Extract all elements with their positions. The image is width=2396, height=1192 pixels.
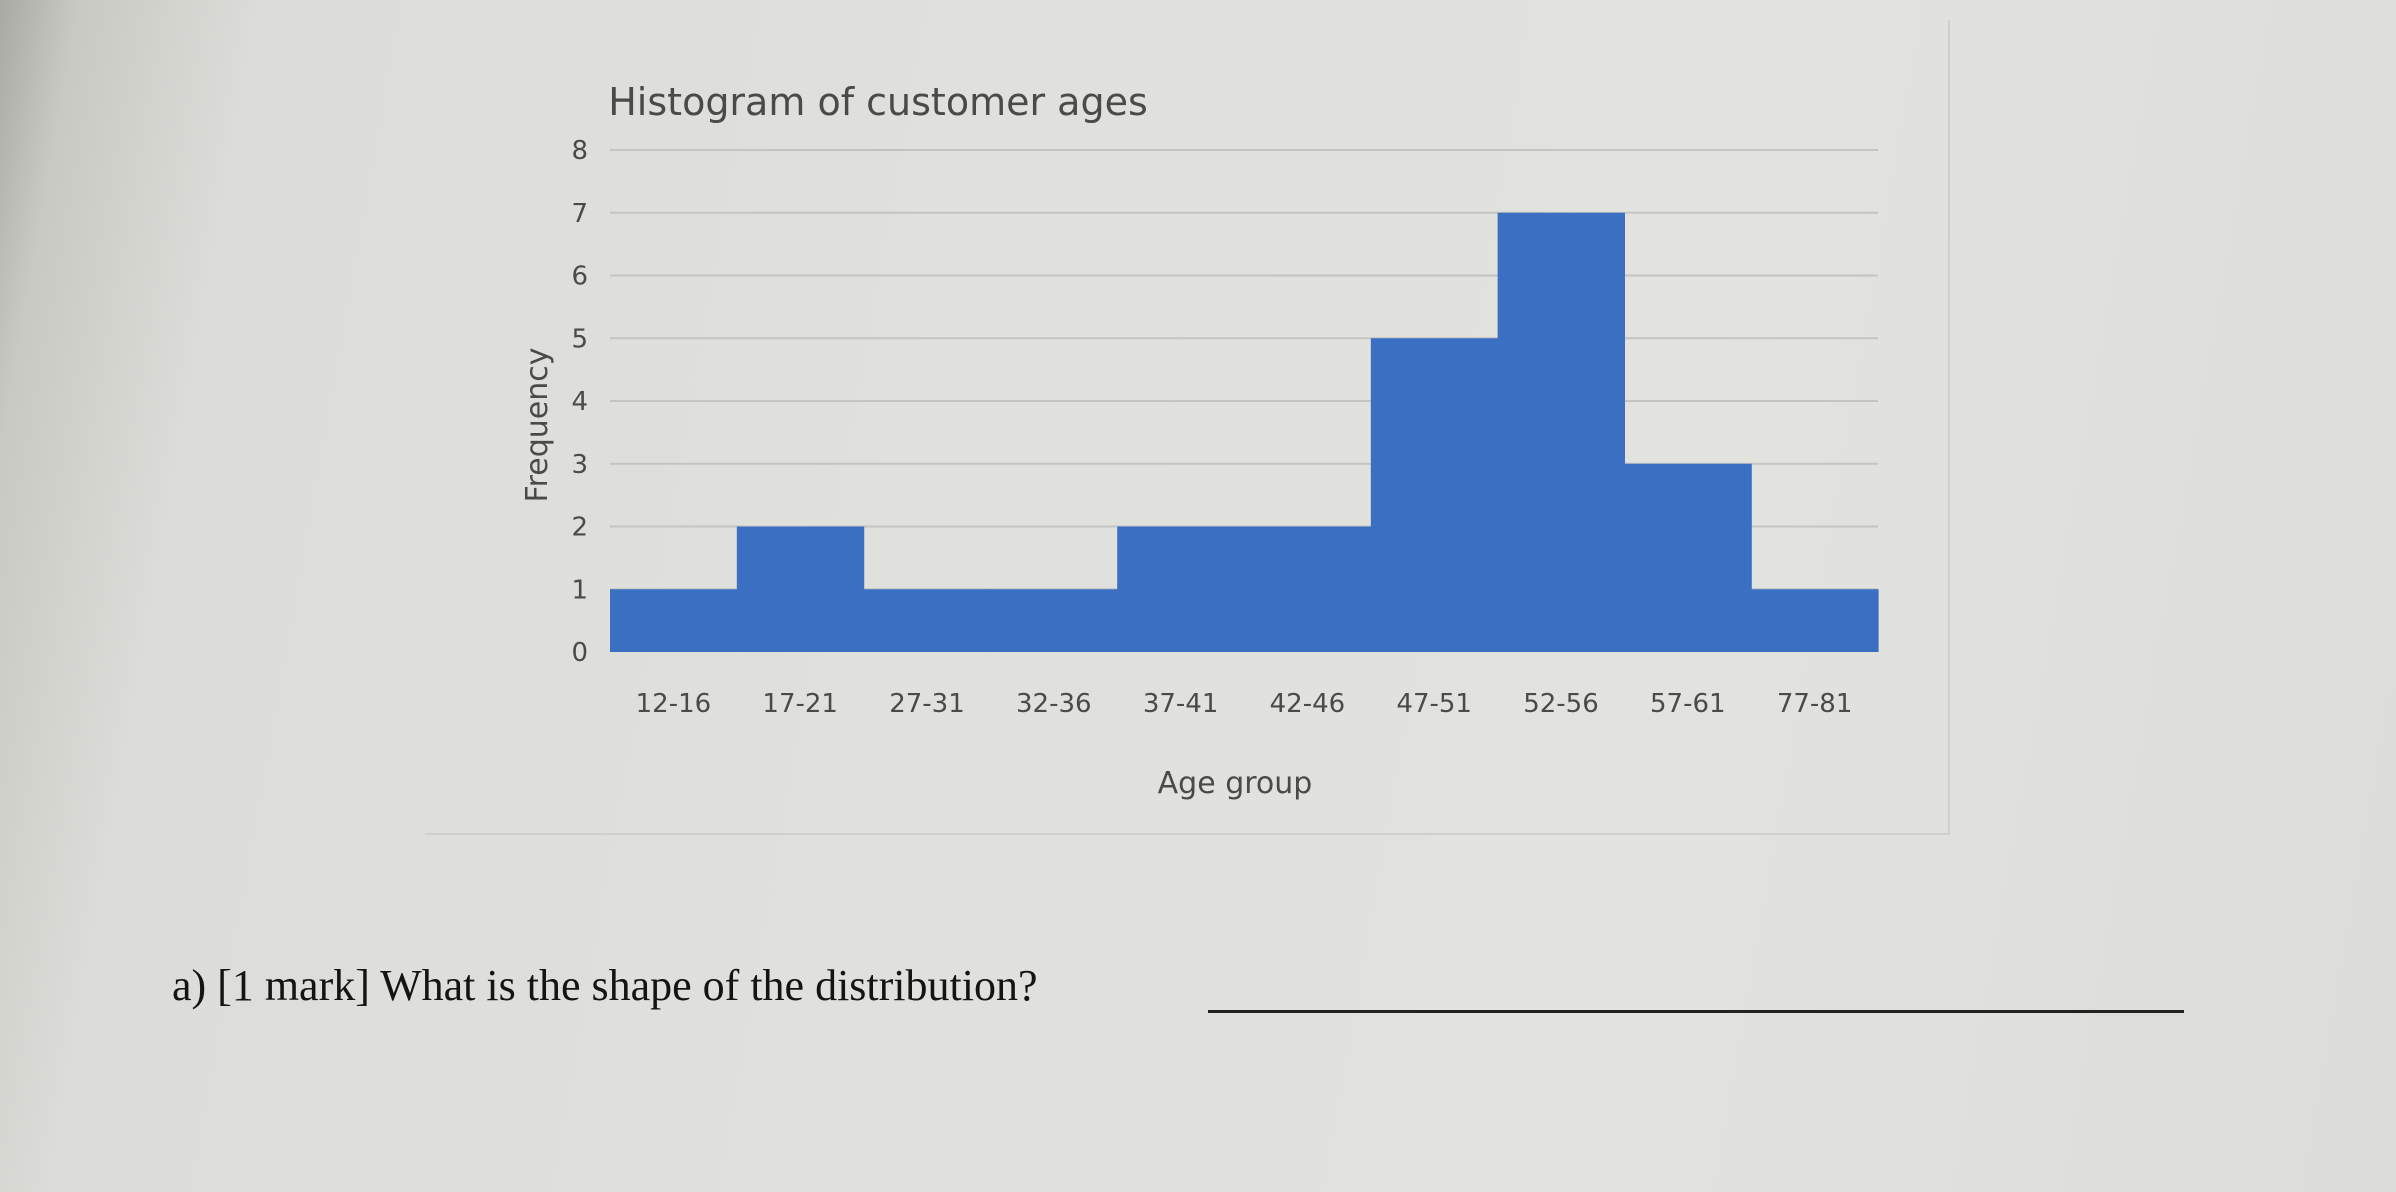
question-text: a) [1 mark] What is the shape of the dis… — [172, 961, 1038, 1010]
x-tick-label: 17-21 — [762, 689, 838, 719]
y-axis-ticks: 0 1 2 3 4 5 6 7 8 — [571, 136, 588, 668]
bar-77-81 — [1751, 589, 1879, 652]
bar-42-46 — [1244, 526, 1372, 652]
bar-47-51 — [1370, 338, 1499, 652]
histogram-chart: Histogram of customer ages 0 1 2 3 4 5 6 7 8 12-… — [520, 80, 1879, 801]
chart-frame: Histogram of customer ages 0 1 2 3 4 5 6 7 8 12-… — [425, 20, 1950, 835]
answer-blank-line[interactable] — [1208, 1010, 2184, 1013]
bar-12-16 — [610, 589, 738, 652]
y-tick-label: 8 — [571, 136, 588, 166]
y-tick-label: 6 — [571, 262, 588, 292]
y-tick-label: 7 — [571, 199, 588, 229]
x-axis-title: Age group — [1158, 766, 1313, 801]
x-axis-ticks: 12-16 17-21 27-31 32-36 37-41 42-46 47-51 52-56… — [636, 689, 1853, 719]
x-tick-label: 77-81 — [1777, 689, 1853, 719]
y-axis-title: Frequency — [520, 348, 555, 503]
y-tick-label: 3 — [571, 450, 588, 480]
y-tick-label: 2 — [571, 513, 588, 543]
bar-57-61 — [1624, 463, 1752, 652]
bar-17-21 — [736, 526, 865, 652]
y-tick-label: 1 — [571, 575, 588, 605]
y-tick-label: 4 — [571, 387, 588, 417]
x-tick-label: 42-46 — [1270, 689, 1346, 719]
x-tick-label: 27-31 — [889, 689, 965, 719]
y-tick-label: 5 — [571, 324, 588, 354]
bar-27-31 — [863, 589, 991, 652]
bar-37-41 — [1117, 526, 1245, 652]
x-tick-label: 47-51 — [1396, 689, 1472, 719]
x-tick-label: 57-61 — [1650, 689, 1726, 719]
y-tick-label: 0 — [571, 638, 588, 668]
chart-title: Histogram of customer ages — [608, 80, 1148, 124]
x-tick-label: 32-36 — [1016, 689, 1092, 719]
bars — [610, 212, 1879, 652]
x-tick-label: 37-41 — [1143, 689, 1219, 719]
x-tick-label: 12-16 — [636, 689, 712, 719]
bar-32-36 — [990, 589, 1118, 652]
bar-52-56 — [1497, 212, 1625, 652]
x-tick-label: 52-56 — [1523, 689, 1599, 719]
